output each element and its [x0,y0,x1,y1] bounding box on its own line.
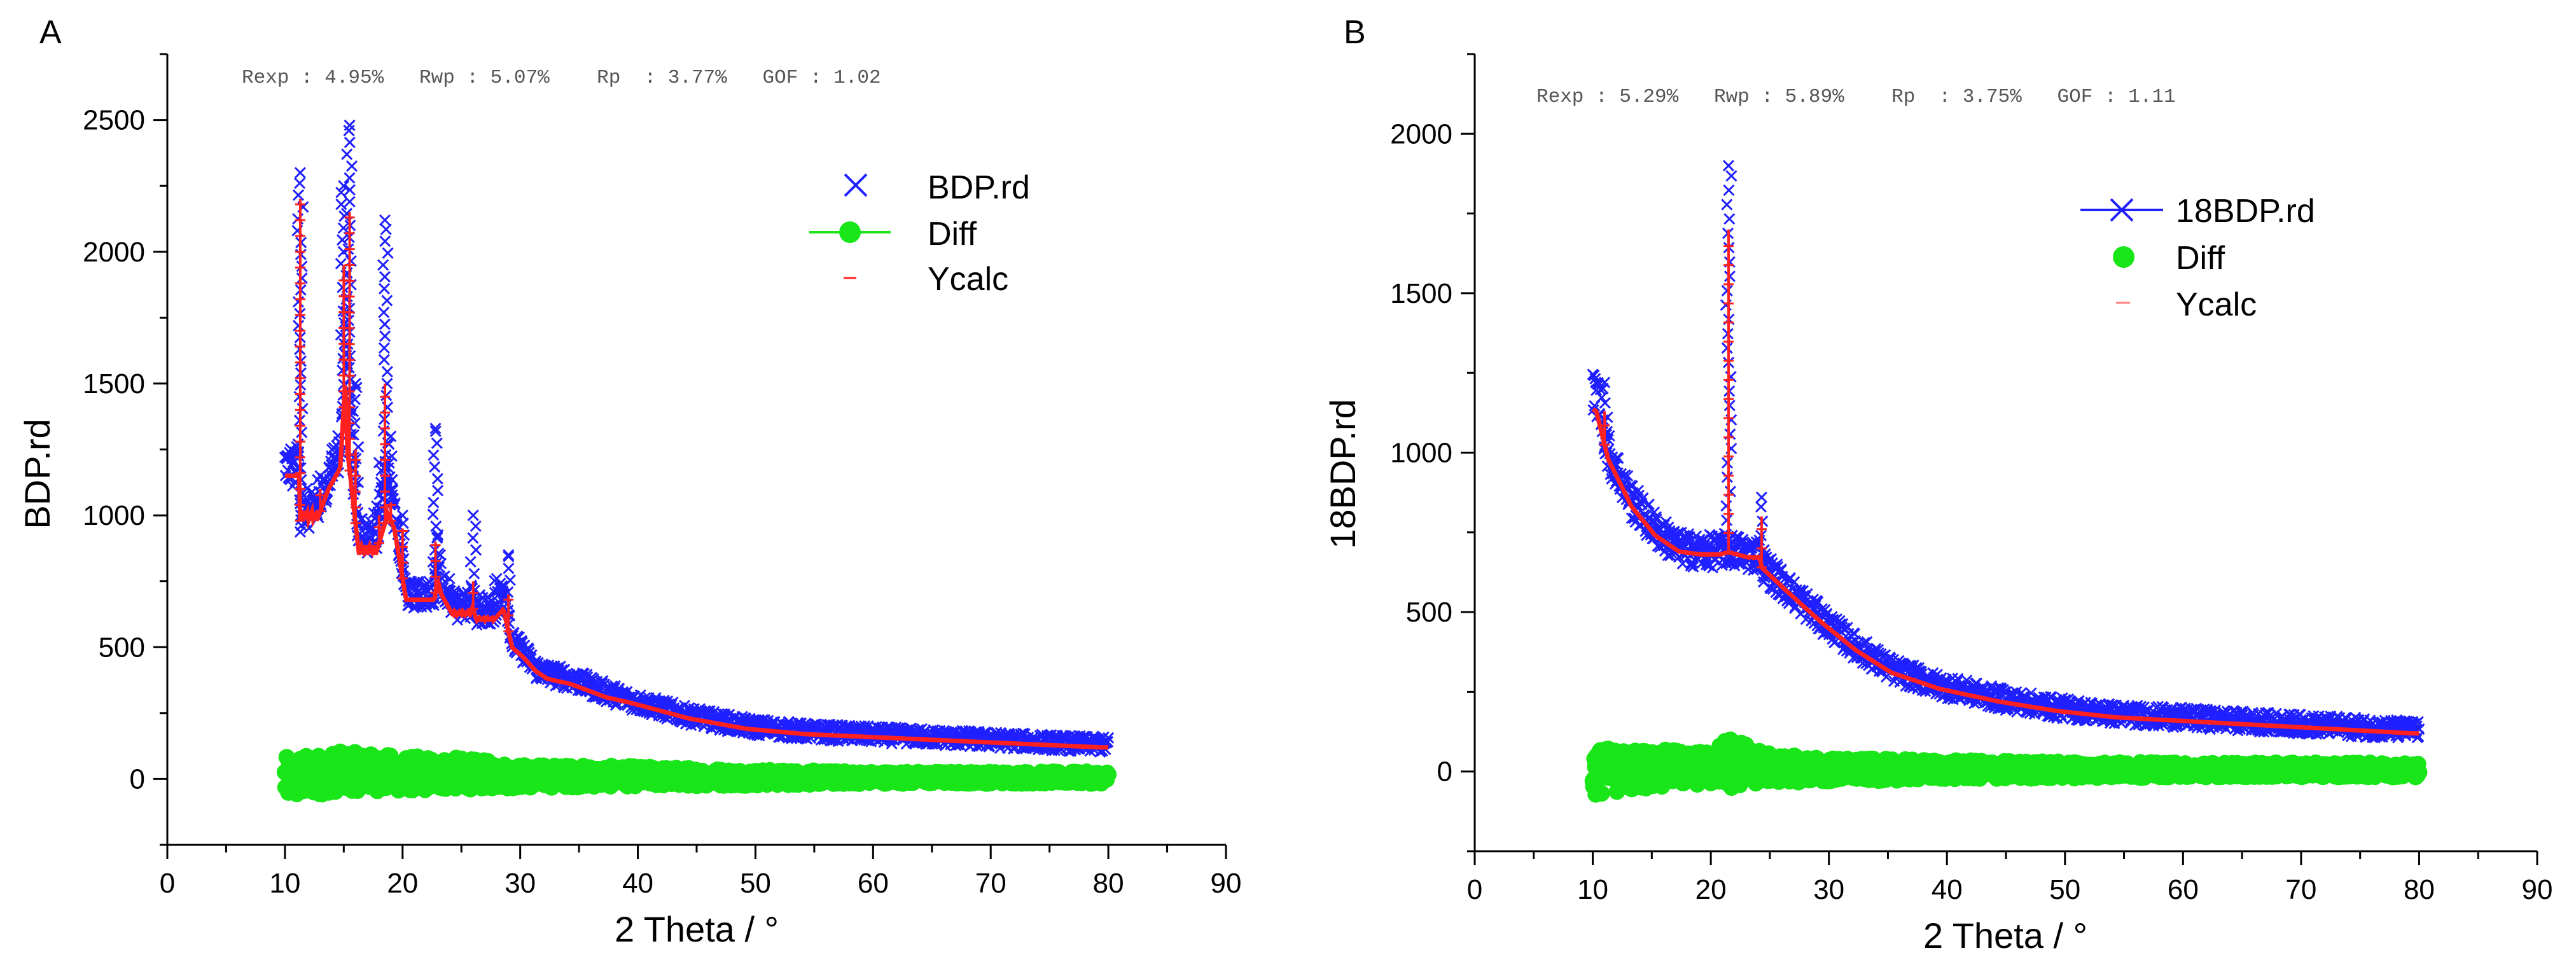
panel-a-legend-label-ycalc: Ycalc [928,261,1008,298]
panel-a-observed-point [427,508,439,520]
panel-a-observed-point [382,247,394,259]
panel-a-observed-point [292,189,304,201]
panel-a-x-tick-label: 20 [387,868,418,899]
panel-a-observed-point [296,426,308,438]
panel-a: A Rexp : 4.95% Rwp : 5.07% Rp : 3.77% GO… [17,14,1241,949]
panel-a-plot-area [276,119,1117,803]
panel-a-observed-point [503,550,515,562]
panel-b-series-observed [1587,160,2425,744]
panel-a-series-diff [276,743,1117,803]
panel-a-legend-line-circle-icon [809,221,891,243]
panel-a-observed-point [296,272,308,284]
panel-a-y-ticks: 0 500 1000 1500 2000 2500 [83,53,167,846]
panel-a-observed-point [378,282,391,295]
panel-a-y-tick-label: 1000 [83,500,145,531]
panel-a-observed-point [467,532,479,544]
panel-a-observed-point [381,295,393,307]
panel-a-y-tick-label: 1500 [83,368,145,400]
panel-a-x-axis-title: 2 Theta / ° [615,909,779,949]
panel-a-observed-point [344,195,356,208]
panel-a-observed-point [379,214,391,226]
panel-a-x-tick-label: 80 [1093,868,1124,899]
panel-a-observed-point [467,510,479,522]
panel-a-observed-point [380,389,393,401]
panel-a-observed-point [378,306,390,319]
panel-b-series-diff [1584,731,2428,803]
panel-b-plot-area [1584,160,2428,803]
panel-a-x-tick-label: 0 [160,868,175,899]
panel-b-letter: B [1344,14,1366,51]
panel-b-diff-point [2411,764,2428,781]
panel-a-observed-point [431,437,443,449]
panel-a-x-ticks: 0 10 20 30 40 50 60 70 80 90 [160,845,1242,899]
panel-a-observed-point [430,520,442,532]
panel-b-observed-point [1596,392,1608,404]
panel-a-observed-point [470,520,482,532]
panel-a-y-tick-label: 2500 [83,105,145,136]
panel-a-x-tick-label: 90 [1211,868,1242,899]
panel-a-observed-point [379,318,391,330]
panel-a-observed-point [344,172,356,184]
panel-a-y-tick-label: 500 [99,632,145,663]
panel-a-observed-point [378,354,390,366]
panel-a-y-axis-title: BDP.rd [17,419,57,529]
panel-a-x-tick-label: 30 [505,868,536,899]
panel-a-observed-point [504,574,516,587]
panel-a-observed-point [470,544,482,556]
panel-a-observed-point [296,260,308,272]
panel-a-y-tick-label: 2000 [83,237,145,268]
panel-a-observed-point [294,167,306,179]
panel-a-observed-point [344,136,356,148]
panel-a-observed-point [431,473,443,485]
panel-a-legend-cross-icon [844,173,868,197]
panel-a-x-tick-label: 60 [858,868,889,899]
panel-a-observed-point [293,319,305,331]
panel-a-legend-label-diff: Diff [928,216,977,253]
panel-a-x-tick-label: 70 [975,868,1006,899]
panel-a-observed-point [379,235,391,247]
panel-a-observed-point [379,330,391,342]
panel-a-observed-point [381,377,393,389]
panel-a-observed-point [503,562,515,574]
panel-a-letter: A [39,14,62,51]
panel-a-x-tick-label: 10 [269,868,300,899]
panel-a-observed-point [464,555,477,568]
panel-a-observed-point [380,223,392,235]
panel-a-observed-point [432,485,444,497]
panel-a-observed-point [503,549,515,561]
panel-a-series-observed [279,119,1115,758]
panel-a-observed-point [294,177,306,190]
panel-a-observed-point [428,496,440,508]
panel-a-observed-point [377,259,389,271]
panel-b-stats: Rexp : 5.29% Rwp : 5.89% Rp : 3.75% GOF … [1536,86,2176,108]
panel-b: B Rexp : 5.29% Rwp : 5.89% Rp : 3.75% GO… [1323,14,2552,956]
panel-a-x-tick-label: 40 [622,868,653,899]
panel-a-observed-point [344,184,356,196]
panel-a-observed-point [379,271,391,283]
panel-a-observed-point [378,342,390,354]
panel-a-x-tick-label: 50 [740,868,771,899]
panel-b-diff-point [1593,785,1610,802]
panel-a-y-tick-label: 0 [130,763,145,795]
panel-a-observed-point [345,160,358,172]
panel-a-legend-label-observed: BDP.rd [928,169,1030,206]
panel-a-stats: Rexp : 4.95% Rwp : 5.07% Rp : 3.77% GOF … [242,67,881,89]
panel-a-observed-point [341,148,353,160]
panel-a-legend: BDP.rd Diff Ycalc [809,169,1030,298]
panel-a-diff-point [1100,766,1117,783]
panel-a-observed-point [428,449,440,461]
panel-a-observed-point [381,366,393,378]
panel-a-observed-point [335,198,347,211]
panel-a-observed-point [468,567,480,580]
panel-a-observed-point [429,461,441,473]
